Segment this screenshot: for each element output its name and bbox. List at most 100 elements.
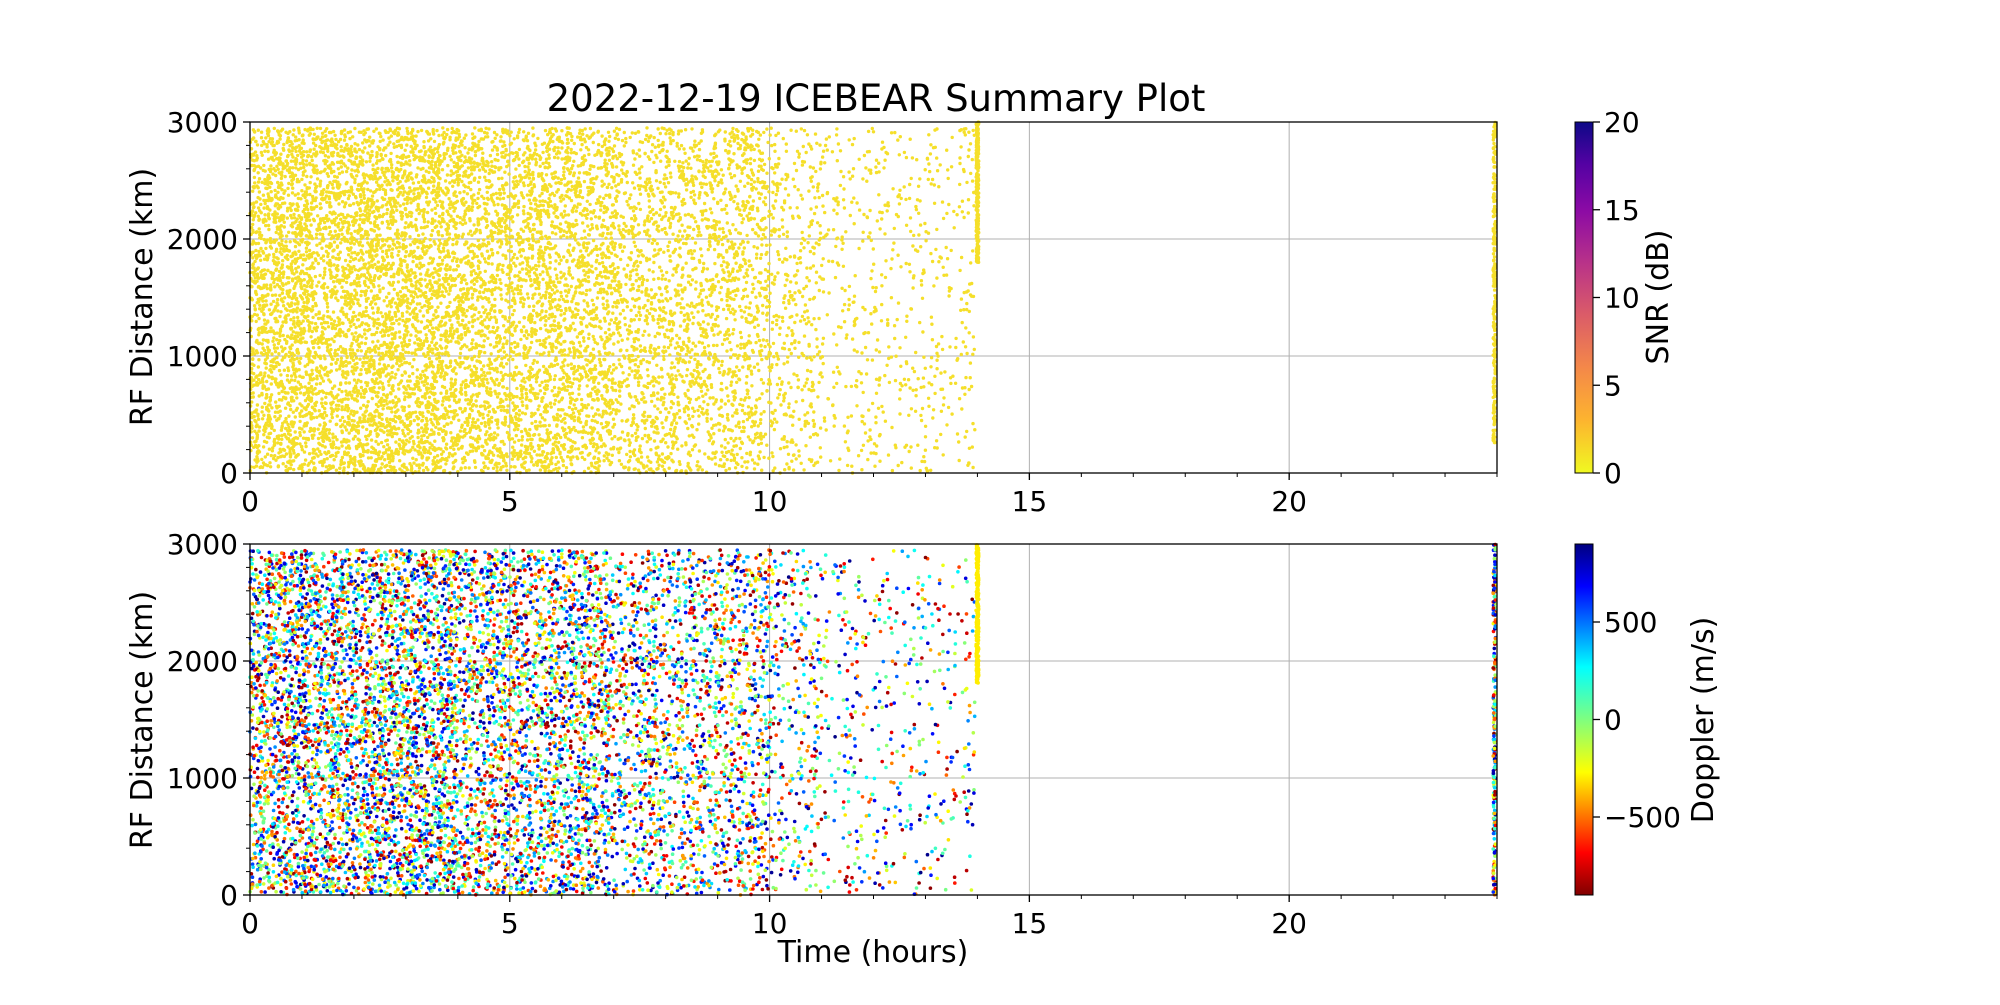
scatter-point — [296, 335, 299, 338]
scatter-point — [294, 231, 297, 234]
scatter-point — [363, 274, 366, 277]
scatter-point — [326, 321, 329, 324]
scatter-point — [351, 319, 354, 322]
scatter-point — [298, 147, 301, 150]
scatter-point — [280, 174, 283, 177]
scatter-point — [273, 343, 276, 346]
scatter-point — [417, 192, 420, 195]
scatter-point — [290, 209, 293, 212]
scatter-point — [281, 128, 284, 131]
scatter-point — [315, 392, 318, 395]
scatter-point — [408, 424, 411, 427]
scatter-point — [292, 213, 295, 216]
scatter-point — [287, 281, 290, 284]
scatter-point — [411, 260, 414, 263]
scatter-point — [258, 233, 261, 236]
scatter-point — [296, 351, 299, 354]
scatter-point — [420, 434, 423, 437]
scatter-point — [354, 257, 357, 260]
scatter-point — [312, 448, 315, 451]
scatter-point — [337, 186, 340, 189]
scatter-point — [289, 454, 292, 457]
scatter-point — [288, 440, 291, 443]
scatter-point — [354, 315, 357, 318]
scatter-point — [404, 280, 407, 283]
scatter-point — [322, 276, 325, 279]
scatter-point — [297, 192, 300, 195]
scatter-point — [452, 311, 455, 314]
scatter-point — [299, 152, 302, 155]
scatter-point — [448, 319, 451, 322]
scatter-point — [253, 181, 256, 184]
scatter-point — [441, 262, 444, 265]
scatter-point — [322, 440, 325, 443]
scatter-point — [289, 214, 292, 217]
scatter-point — [407, 395, 410, 398]
scatter-point — [308, 360, 311, 363]
scatter-point — [313, 133, 316, 136]
scatter-point — [366, 449, 369, 452]
scatter-point — [405, 318, 408, 321]
scatter-point — [426, 382, 429, 385]
scatter-point — [414, 218, 417, 221]
scatter-point — [412, 139, 415, 142]
scatter-point — [386, 304, 389, 307]
scatter-point — [310, 369, 313, 372]
scatter-point — [405, 250, 408, 253]
scatter-point — [407, 405, 410, 408]
scatter-point — [394, 349, 397, 352]
scatter-point — [337, 348, 340, 351]
scatter-point — [326, 346, 329, 349]
scatter-point — [315, 251, 318, 254]
scatter-point — [391, 239, 394, 242]
scatter-point — [391, 385, 394, 388]
scatter-point — [385, 396, 388, 399]
scatter-point — [340, 233, 343, 236]
scatter-point — [343, 205, 346, 208]
scatter-point — [332, 210, 335, 213]
scatter-point — [298, 412, 301, 415]
scatter-point — [257, 180, 260, 183]
scatter-point — [314, 313, 317, 316]
scatter-point — [309, 335, 312, 338]
scatter-point — [334, 296, 337, 299]
scatter-point — [412, 442, 415, 445]
scatter-point — [347, 416, 350, 419]
scatter-point — [250, 285, 253, 288]
scatter-point — [294, 166, 297, 169]
scatter-point — [446, 423, 449, 426]
scatter-point — [353, 181, 356, 184]
scatter-point — [443, 156, 446, 159]
scatter-point — [356, 438, 359, 441]
scatter-point — [352, 410, 355, 413]
scatter-point — [400, 405, 403, 408]
scatter-point — [444, 430, 447, 433]
scatter-point — [416, 246, 419, 249]
scatter-point — [299, 383, 302, 386]
scatter-point — [336, 407, 339, 410]
scatter-point — [298, 360, 301, 363]
scatter-point — [340, 238, 343, 241]
scatter-point — [270, 156, 273, 159]
scatter-point — [283, 201, 286, 204]
scatter-point — [415, 458, 418, 461]
scatter-point — [390, 299, 393, 302]
scatter-point — [405, 310, 408, 313]
scatter-point — [286, 366, 289, 369]
scatter-point — [339, 334, 342, 337]
scatter-point — [277, 216, 280, 219]
scatter-point — [279, 448, 282, 451]
scatter-point — [286, 391, 289, 394]
scatter-point — [377, 209, 380, 212]
scatter-point — [327, 175, 330, 178]
scatter-point — [252, 152, 255, 155]
scatter-point — [399, 290, 402, 293]
scatter-point — [320, 397, 323, 400]
scatter-point — [269, 398, 272, 401]
scatter-point — [351, 154, 354, 157]
scatter-point — [295, 270, 298, 273]
scatter-point — [286, 437, 289, 440]
scatter-point — [330, 403, 333, 406]
scatter-point — [412, 309, 415, 312]
scatter-point — [433, 440, 436, 443]
